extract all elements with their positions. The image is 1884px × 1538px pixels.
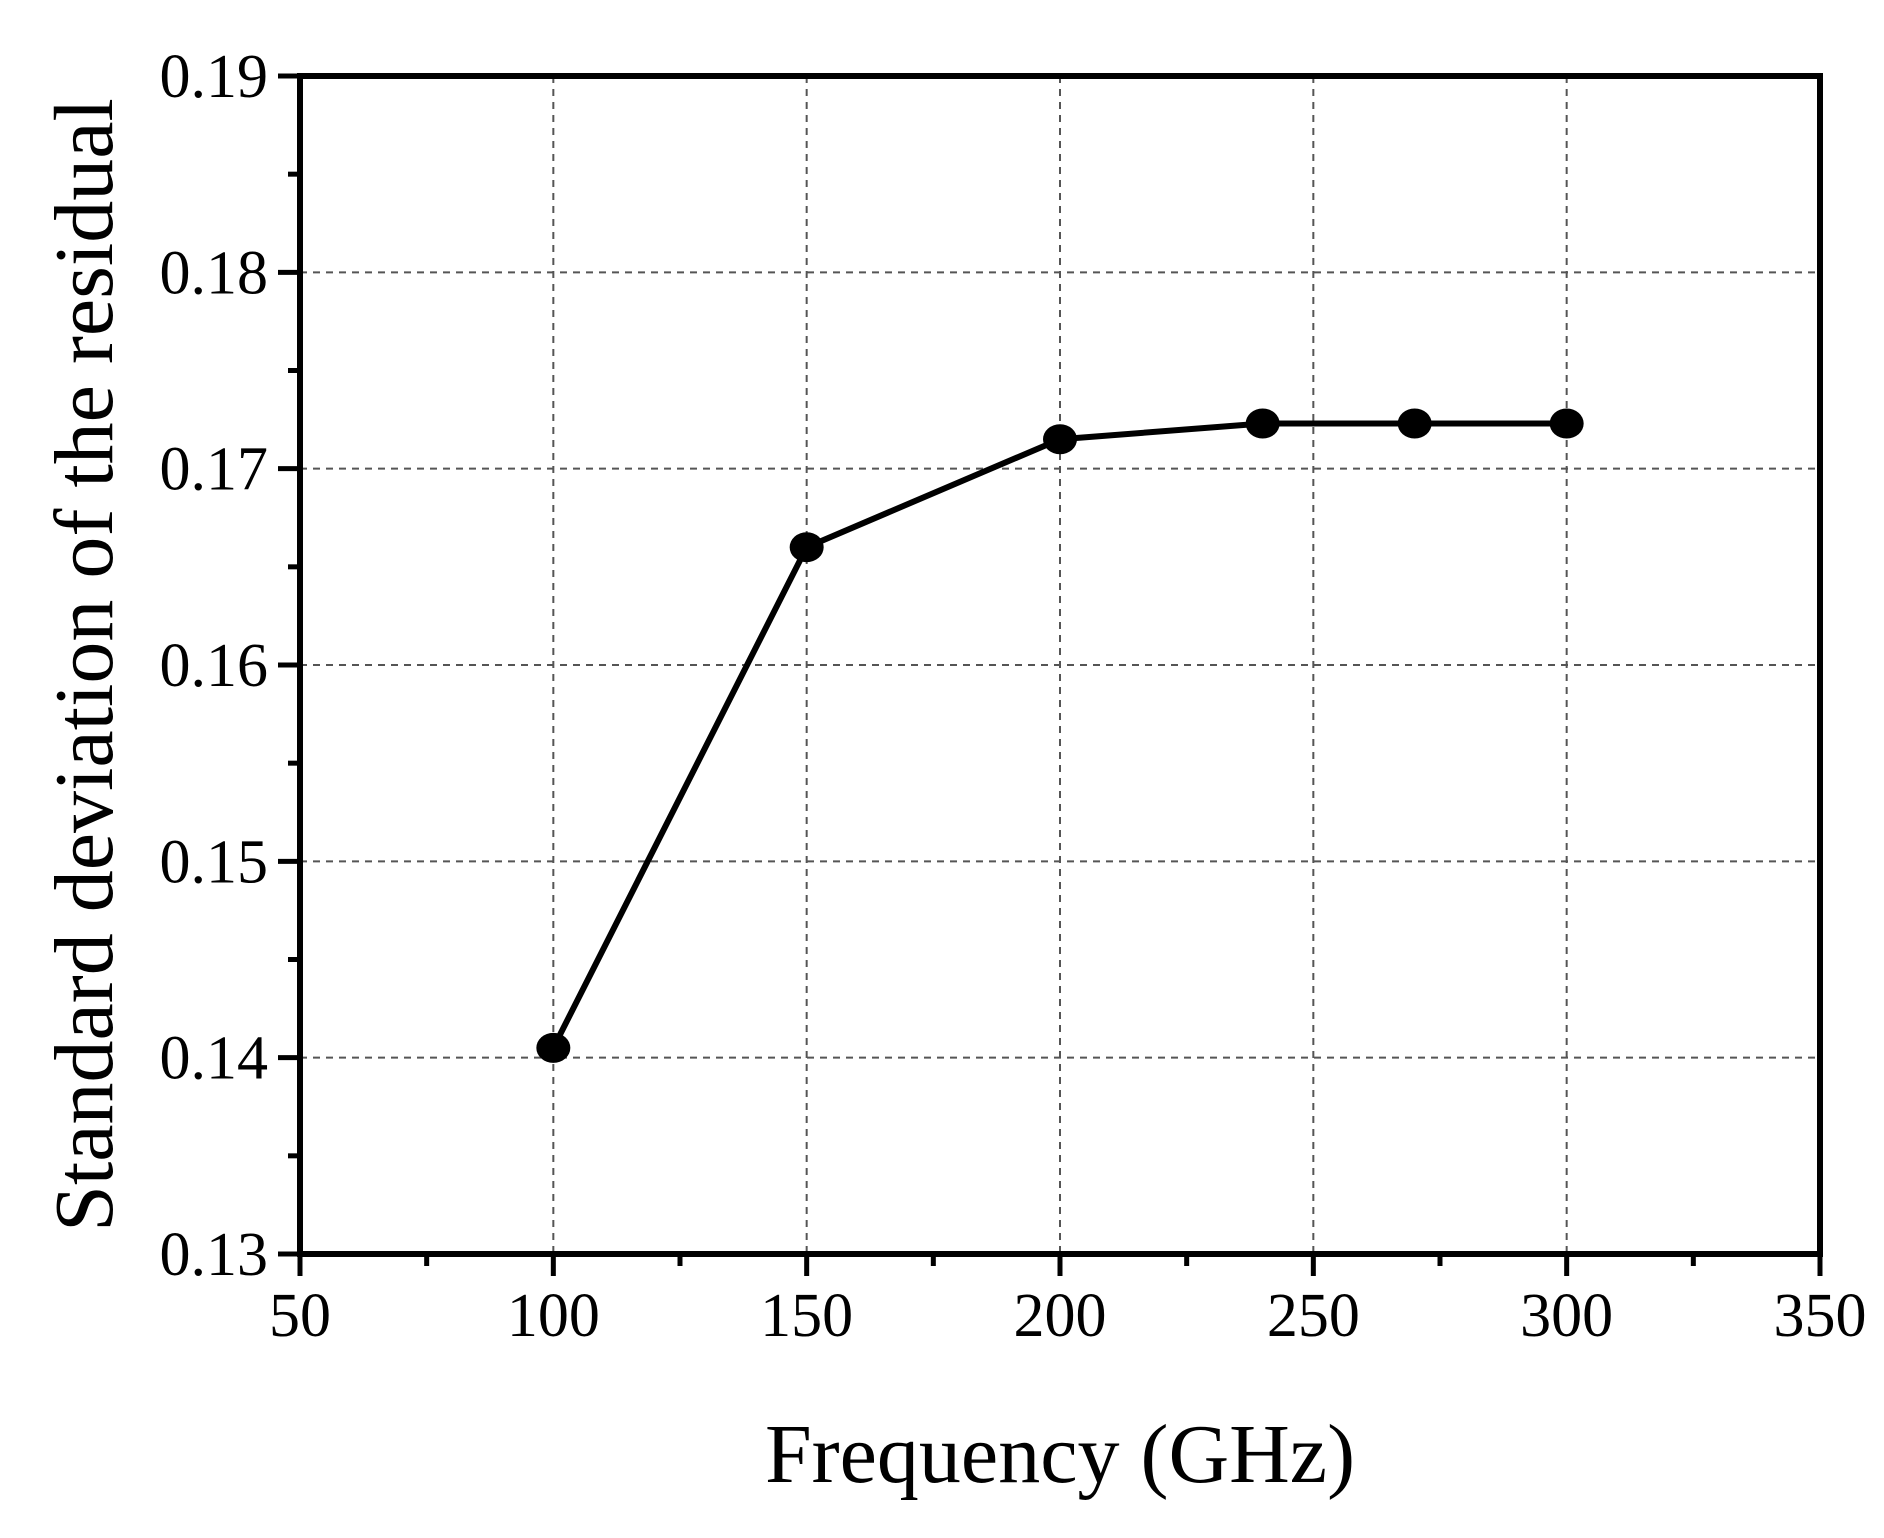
- y-tick-label-2: 0.15: [160, 828, 269, 896]
- series-0-point-1: [789, 532, 824, 563]
- series-0-point-4: [1397, 408, 1432, 439]
- axis-ticks: [278, 73, 1823, 1276]
- y-tick-label-5: 0.18: [160, 239, 269, 307]
- tick-labels: 50 100 150 200 250 300 350 0.13 0.14 0.15 0.16 0.17…: [160, 43, 1867, 1350]
- y-tick-label-3: 0.16: [160, 632, 269, 700]
- y-tick-label-1: 0.14: [160, 1025, 269, 1093]
- y-axis-title: Standard deviation of the residual: [38, 98, 131, 1232]
- series-0-point-0: [536, 1032, 571, 1063]
- x-tick-label-4: 250: [1267, 1282, 1360, 1350]
- series: [536, 408, 1584, 1063]
- x-tick-label-6: 350: [1774, 1282, 1867, 1350]
- series-0-point-3: [1245, 408, 1280, 439]
- x-axis-title: Frequency (GHz): [765, 1408, 1355, 1501]
- x-tick-label-5: 300: [1520, 1282, 1613, 1350]
- y-tick-label-6: 0.19: [160, 43, 269, 111]
- x-tick-label-2: 150: [760, 1282, 853, 1350]
- series-0-point-2: [1043, 424, 1077, 455]
- series-0-point-5: [1549, 408, 1584, 439]
- series-0-line: [550, 420, 1567, 1050]
- grid: [300, 76, 1820, 1254]
- y-tick-label-4: 0.17: [160, 436, 269, 504]
- x-tick-label-3: 200: [1014, 1282, 1107, 1350]
- y-tick-label-0: 0.13: [160, 1221, 269, 1289]
- x-tick-label-0: 50: [269, 1282, 331, 1350]
- x-tick-label-1: 100: [507, 1282, 600, 1350]
